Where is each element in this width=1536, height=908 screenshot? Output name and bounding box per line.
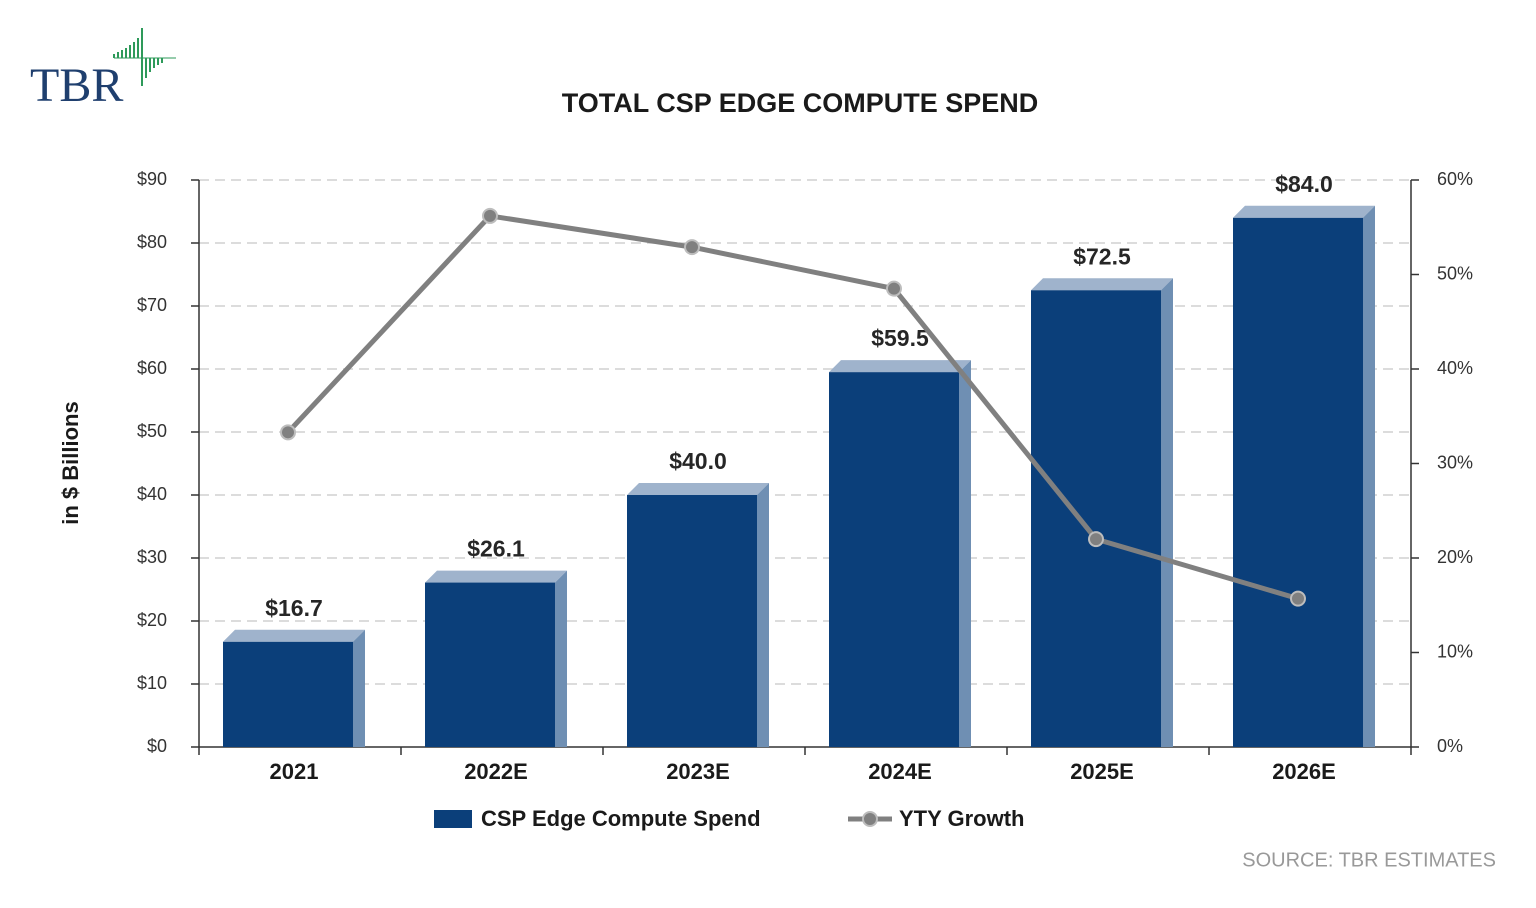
- chart-title: TOTAL CSP EDGE COMPUTE SPEND: [562, 88, 1039, 118]
- y-tick-label: $90: [137, 169, 167, 189]
- bar-top: [1233, 205, 1375, 218]
- line-marker: [684, 239, 700, 256]
- bar-side: [757, 483, 769, 747]
- source-note: SOURCE: TBR ESTIMATES: [1242, 849, 1496, 871]
- y-axis-label: in $ Billions: [58, 401, 83, 524]
- data-label: $72.5: [1073, 243, 1131, 269]
- y2-tick-label: 40%: [1437, 358, 1473, 378]
- data-label: $16.7: [265, 595, 323, 621]
- line-marker: [482, 207, 498, 224]
- bar: [223, 641, 353, 747]
- logo-text: TBR: [30, 59, 123, 112]
- data-label: $84.0: [1275, 171, 1333, 197]
- bar-top: [425, 570, 567, 583]
- bar-side: [959, 360, 971, 747]
- data-label: $59.5: [871, 325, 929, 351]
- y2-tick-label: 30%: [1437, 452, 1473, 472]
- logo: TBR: [30, 28, 176, 112]
- bar-top: [627, 483, 769, 495]
- bar: [425, 582, 555, 747]
- x-tick-label: 2023E: [666, 759, 730, 784]
- y2-tick-label: 20%: [1437, 547, 1473, 567]
- line-marker: [1290, 590, 1306, 607]
- x-tick-label: 2024E: [868, 759, 932, 784]
- data-label: $26.1: [467, 536, 525, 562]
- y2-tick-label: 50%: [1437, 263, 1473, 283]
- bar-top: [223, 629, 365, 642]
- y-tick-label: $20: [137, 610, 167, 630]
- bar: [1031, 290, 1161, 747]
- y-tick-label: $80: [137, 232, 167, 252]
- legend-swatch: [862, 811, 878, 827]
- legend-label: YTY Growth: [899, 806, 1025, 831]
- x-tick-label: 2026E: [1272, 759, 1336, 784]
- bar: [627, 495, 757, 747]
- bar-side: [1363, 205, 1375, 748]
- bar: [1233, 217, 1363, 748]
- bar-side: [1161, 278, 1173, 747]
- data-label: $40.0: [669, 448, 727, 474]
- y-tick-label: $10: [137, 673, 167, 693]
- y2-tick-label: 10%: [1437, 641, 1473, 661]
- bar-top: [829, 360, 971, 373]
- y-tick-label: $40: [137, 484, 167, 504]
- legend-label: CSP Edge Compute Spend: [481, 806, 761, 831]
- bar-side: [555, 570, 567, 747]
- y-tick-label: $50: [137, 421, 167, 441]
- bar-top: [1031, 278, 1173, 291]
- x-tick-label: 2022E: [464, 759, 528, 784]
- legend-swatch: [434, 810, 472, 828]
- y-tick-label: $60: [137, 358, 167, 378]
- logo-mark: [113, 28, 176, 86]
- bar: [829, 372, 959, 747]
- y-tick-label: $30: [137, 547, 167, 567]
- y2-tick-label: 60%: [1437, 169, 1473, 189]
- line-marker: [280, 424, 296, 441]
- line: [286, 213, 1299, 602]
- bar-side: [353, 629, 365, 747]
- x-tick-label: 2021: [270, 759, 319, 784]
- x-tick-label: 2025E: [1070, 759, 1134, 784]
- y-tick-label: $0: [147, 736, 167, 756]
- y-tick-label: $70: [137, 295, 167, 315]
- y2-tick-label: 0%: [1437, 736, 1463, 756]
- line-marker: [1088, 531, 1104, 548]
- line-marker: [886, 280, 902, 297]
